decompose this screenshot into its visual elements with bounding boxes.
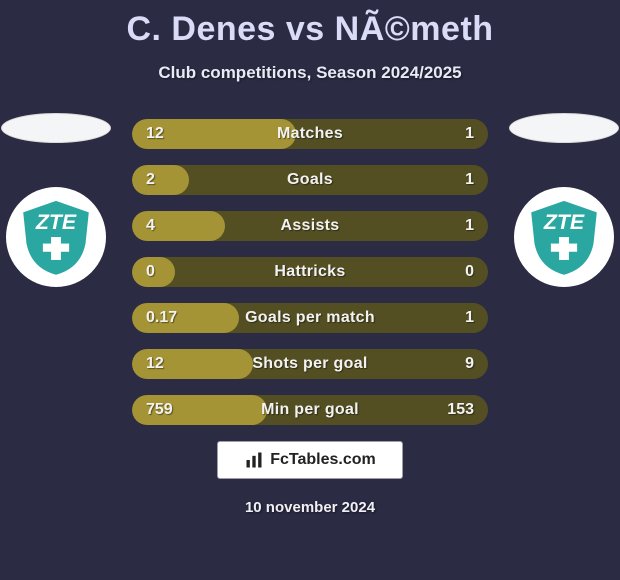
stat-label: Goals per match: [132, 303, 488, 333]
subtitle: Club competitions, Season 2024/2025: [0, 63, 620, 83]
stat-row: 4Assists1: [132, 211, 488, 241]
comparison-panel: ZTE ZTE 12Matches1 2Goals1 4Assists1 0Hattr…: [0, 119, 620, 425]
stat-row: 759Min per goal153: [132, 395, 488, 425]
club-badge-right: ZTE: [514, 187, 614, 287]
brand-text: FcTables.com: [270, 451, 376, 469]
stat-value-right: 1: [465, 165, 474, 195]
stat-row: 2Goals1: [132, 165, 488, 195]
stat-label: Matches: [132, 119, 488, 149]
svg-text:ZTE: ZTE: [35, 210, 77, 234]
stat-value-right: 0: [465, 257, 474, 287]
club-badge-left: ZTE: [6, 187, 106, 287]
stat-value-right: 153: [447, 395, 474, 425]
stat-label: Goals: [132, 165, 488, 195]
player-right-column: ZTE: [504, 113, 620, 287]
player-left-photo-placeholder: [1, 113, 111, 143]
player-right-photo-placeholder: [509, 113, 619, 143]
stat-row: 12Shots per goal9: [132, 349, 488, 379]
stat-rows: 12Matches1 2Goals1 4Assists1 0Hattricks0 0.1…: [132, 119, 488, 425]
svg-text:ZTE: ZTE: [543, 210, 585, 234]
stat-label: Min per goal: [132, 395, 488, 425]
stat-value-right: 9: [465, 349, 474, 379]
stat-label: Assists: [132, 211, 488, 241]
stat-value-right: 1: [465, 119, 474, 149]
shield-icon: ZTE: [15, 196, 97, 278]
stat-row: 12Matches1: [132, 119, 488, 149]
page-title: C. Denes vs NÃ©meth: [0, 0, 620, 49]
bar-chart-icon: [244, 450, 264, 470]
stat-label: Hattricks: [132, 257, 488, 287]
player-left-column: ZTE: [0, 113, 116, 287]
date-text: 10 november 2024: [0, 499, 620, 516]
stat-label: Shots per goal: [132, 349, 488, 379]
brand-badge: FcTables.com: [217, 441, 403, 479]
stat-value-right: 1: [465, 303, 474, 333]
stat-row: 0Hattricks0: [132, 257, 488, 287]
shield-icon: ZTE: [523, 196, 605, 278]
stat-row: 0.17Goals per match1: [132, 303, 488, 333]
stat-value-right: 1: [465, 211, 474, 241]
